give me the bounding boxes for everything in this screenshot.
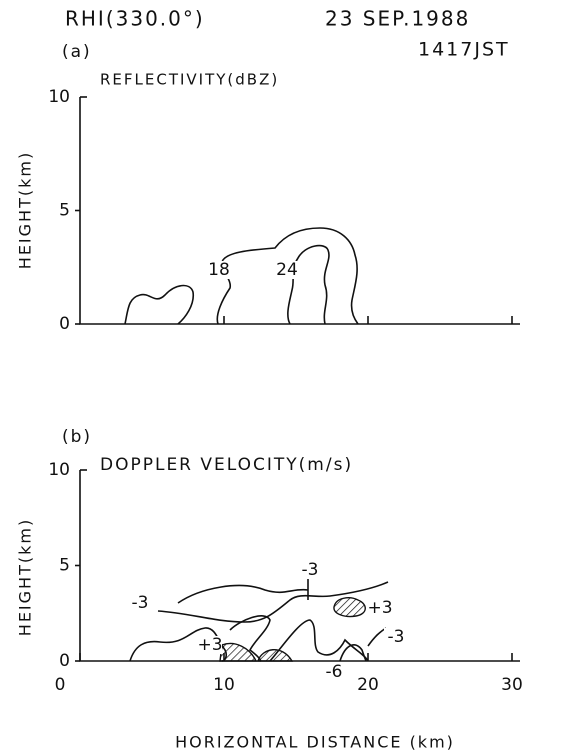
label-bg — [198, 636, 222, 654]
y-tick-label: 0 — [59, 314, 70, 334]
contour — [339, 644, 367, 662]
y-tick-label: 5 — [59, 556, 70, 576]
panel-title: DOPPLER VELOCITY(m/s) — [100, 455, 353, 475]
hatched-region — [333, 597, 366, 618]
label-bg — [207, 261, 231, 279]
x-tick-label: 20 — [357, 675, 379, 695]
contour — [216, 227, 359, 325]
time: 1417JST — [418, 39, 510, 61]
panel-title: REFLECTIVITY(dBZ) — [100, 71, 279, 89]
contour-label: -6 — [326, 662, 343, 682]
panel-label: (b) — [62, 427, 92, 447]
panel-label: (a) — [62, 42, 92, 62]
contour-label: 24 — [276, 260, 298, 280]
y-tick-label: 10 — [48, 87, 70, 107]
y-tick-label: 10 — [48, 460, 70, 480]
label-bg — [384, 628, 408, 646]
contour-label: +3 — [197, 635, 222, 655]
y-axis-label: HEIGHT(km) — [16, 151, 35, 269]
label-bg — [128, 594, 152, 612]
contour — [367, 627, 387, 647]
contour — [177, 584, 309, 604]
title: RHI(330.0°) — [65, 7, 205, 31]
x-tick-label: 10 — [213, 675, 235, 695]
y-axis-label: HEIGHT(km) — [16, 518, 35, 636]
contour-label: -3 — [132, 593, 149, 613]
x-tick-label: 30 — [501, 675, 523, 695]
y-tick-label: 0 — [59, 651, 70, 671]
label-bg — [368, 599, 392, 617]
axis — [79, 97, 520, 325]
label-bg — [275, 261, 299, 279]
contour-label: +3 — [367, 598, 392, 618]
contour — [124, 284, 195, 325]
contour-label: 18 — [208, 260, 230, 280]
contour-label: -3 — [302, 560, 319, 580]
x-axis-label: HORIZONTAL DISTANCE (km) — [175, 733, 455, 752]
x-tick-label: 0 — [55, 675, 66, 695]
y-tick-label: 5 — [59, 201, 70, 221]
contour — [229, 615, 271, 662]
contour — [287, 244, 330, 325]
contour-label: -3 — [388, 627, 405, 647]
label-bg — [322, 663, 346, 681]
contour — [129, 627, 228, 662]
contour — [269, 619, 369, 662]
label-bg — [298, 561, 322, 579]
date: 23 SEP.1988 — [325, 7, 470, 31]
contour — [157, 581, 389, 623]
